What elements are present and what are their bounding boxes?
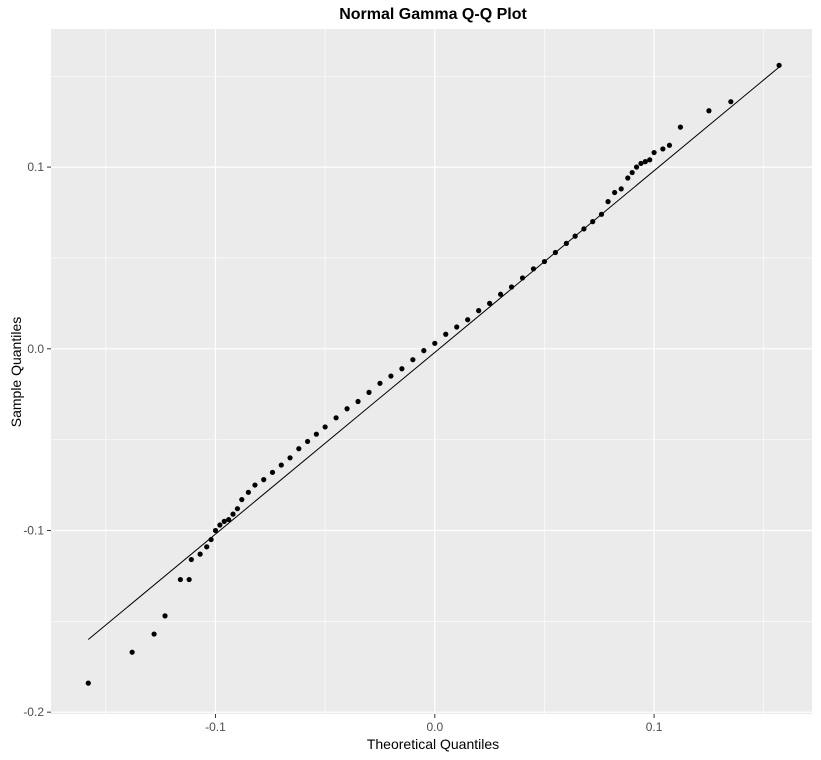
- data-point: [278, 462, 284, 468]
- data-point: [208, 536, 214, 543]
- minor-gridlines: [51, 29, 812, 714]
- data-point: [598, 211, 605, 217]
- data-point: [377, 380, 383, 386]
- data-point: [129, 649, 135, 655]
- data-point: [590, 218, 596, 225]
- data-point: [204, 544, 210, 550]
- data-point: [530, 266, 537, 272]
- data-point: [239, 496, 245, 503]
- data-point: [432, 340, 438, 346]
- data-point: [221, 518, 227, 525]
- data-point: [226, 516, 232, 523]
- data-point: [660, 146, 666, 152]
- data-point: [642, 159, 648, 165]
- data-point: [618, 186, 624, 192]
- data-point: [552, 249, 559, 256]
- data-point: [728, 99, 734, 105]
- data-point: [487, 300, 493, 306]
- data-point: [647, 157, 653, 163]
- data-point: [252, 482, 258, 488]
- data-point: [454, 324, 460, 330]
- data-point: [465, 317, 471, 323]
- y-tick-label: 0.0: [27, 342, 44, 356]
- data-point: [313, 431, 319, 437]
- data-point: [633, 164, 640, 170]
- data-point: [572, 233, 578, 239]
- data-point: [638, 160, 644, 167]
- data-point: [410, 357, 416, 363]
- data-point: [666, 142, 673, 148]
- data-points: [85, 62, 782, 686]
- data-point: [245, 489, 251, 495]
- data-point: [399, 366, 405, 372]
- data-point: [497, 291, 504, 297]
- data-point: [217, 522, 223, 528]
- x-axis-ticks: -0.1 0.0 0.1: [205, 714, 663, 734]
- data-point: [605, 199, 611, 205]
- data-point: [188, 556, 194, 563]
- data-point: [519, 275, 526, 281]
- data-point: [234, 506, 241, 512]
- y-tick-label: 0.1: [27, 160, 44, 174]
- data-point: [177, 576, 183, 583]
- major-gridlines: [51, 29, 812, 714]
- data-point: [563, 240, 569, 247]
- data-point: [269, 469, 276, 475]
- data-point: [388, 373, 394, 379]
- data-point: [581, 226, 587, 232]
- x-tick-label: -0.1: [205, 720, 226, 734]
- data-point: [344, 406, 350, 412]
- data-point: [443, 331, 449, 337]
- data-point: [197, 551, 203, 557]
- data-point: [186, 576, 192, 583]
- data-point: [476, 308, 482, 314]
- data-point: [541, 258, 548, 265]
- data-point: [677, 124, 684, 130]
- data-point: [776, 62, 782, 68]
- y-tick-label: -0.1: [23, 523, 44, 537]
- x-axis-title: Theoretical Quantiles: [366, 736, 500, 752]
- data-point: [212, 527, 219, 534]
- data-point: [261, 477, 267, 483]
- data-point: [625, 175, 631, 181]
- data-point: [421, 348, 427, 354]
- data-point: [612, 189, 618, 196]
- data-point: [85, 680, 91, 686]
- data-point: [355, 398, 361, 405]
- y-axis-ticks: -0.2 -0.1 0.0 0.1: [23, 160, 51, 719]
- x-tick-label: 0.0: [426, 720, 443, 734]
- y-tick-label: -0.2: [23, 705, 44, 719]
- data-point: [151, 631, 157, 637]
- data-point: [162, 613, 168, 619]
- reference-line: [87, 66, 780, 640]
- data-point: [333, 415, 339, 421]
- chart-title: Normal Gamma Q-Q Plot: [339, 6, 527, 23]
- data-point: [508, 284, 515, 290]
- data-point: [706, 108, 712, 114]
- data-point: [322, 424, 328, 430]
- data-point: [287, 455, 293, 461]
- data-point: [651, 149, 657, 156]
- x-tick-label: 0.1: [646, 720, 663, 734]
- data-point: [230, 511, 236, 517]
- plot-panel: [51, 29, 812, 714]
- data-point: [629, 169, 635, 176]
- data-point: [296, 446, 302, 452]
- data-point: [304, 438, 311, 445]
- data-point: [366, 389, 372, 395]
